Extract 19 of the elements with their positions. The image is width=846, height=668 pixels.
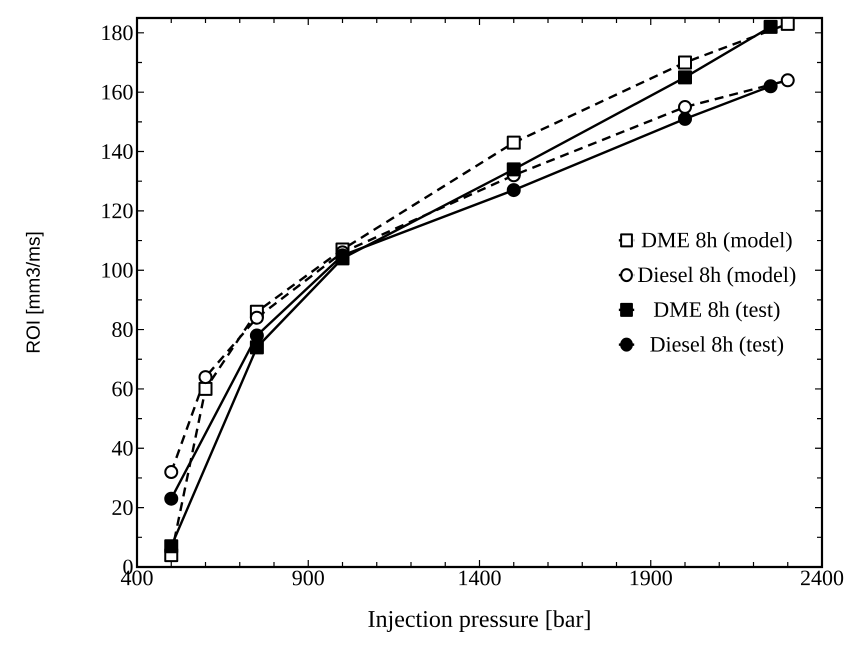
legend-label: Diesel 8h (model) [638, 266, 796, 287]
x-tick-label: 1400 [459, 570, 501, 586]
y-tick-label: 180 [102, 25, 133, 40]
legend-label: DME 8h (model) [642, 232, 792, 252]
y-tick-label: 80 [112, 322, 133, 338]
x-tick-label: 1900 [630, 570, 672, 586]
y-tick-label: 60 [112, 382, 133, 396]
y-tick-label: 140 [102, 144, 133, 159]
y-axis-title: ROI [mm3/ms] [26, 232, 44, 352]
y-tick-label: 40 [112, 440, 133, 456]
x-axis-title: Injection pressure [bar] [368, 610, 590, 632]
y-tick-label: 160 [102, 84, 133, 100]
legend-label: DME 8h (test) [654, 301, 780, 322]
y-tick-label: 120 [102, 203, 133, 218]
y-tick-label: 20 [112, 500, 133, 516]
legend-label: Diesel 8h (test) [650, 336, 784, 356]
x-tick-label: 900 [292, 570, 324, 586]
y-tick-label: 100 [102, 262, 133, 278]
x-tick-label: 2400 [800, 570, 844, 586]
